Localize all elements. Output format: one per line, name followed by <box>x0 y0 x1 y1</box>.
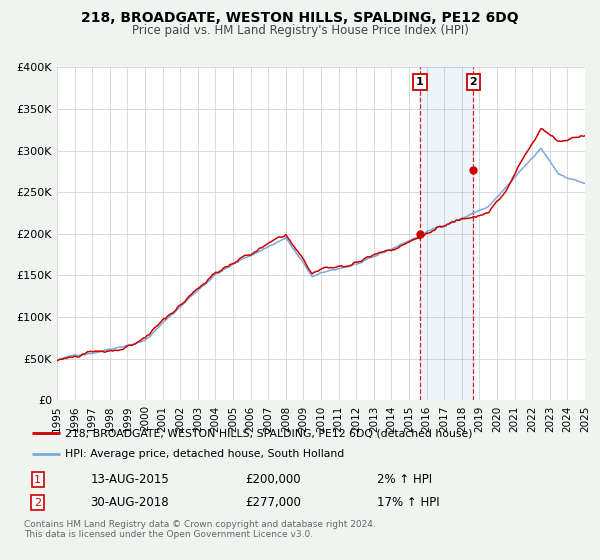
Text: 2: 2 <box>470 77 478 87</box>
Text: 13-AUG-2015: 13-AUG-2015 <box>90 473 169 486</box>
Text: This data is licensed under the Open Government Licence v3.0.: This data is licensed under the Open Gov… <box>24 530 313 539</box>
Text: £277,000: £277,000 <box>245 496 301 509</box>
Text: 218, BROADGATE, WESTON HILLS, SPALDING, PE12 6DQ: 218, BROADGATE, WESTON HILLS, SPALDING, … <box>81 11 519 25</box>
Text: 1: 1 <box>416 77 424 87</box>
Text: 17% ↑ HPI: 17% ↑ HPI <box>377 496 440 509</box>
Text: HPI: Average price, detached house, South Holland: HPI: Average price, detached house, Sout… <box>65 449 344 459</box>
Text: 2% ↑ HPI: 2% ↑ HPI <box>377 473 433 486</box>
Text: Price paid vs. HM Land Registry's House Price Index (HPI): Price paid vs. HM Land Registry's House … <box>131 24 469 36</box>
Text: £200,000: £200,000 <box>245 473 301 486</box>
Text: 218, BROADGATE, WESTON HILLS, SPALDING, PE12 6DQ (detached house): 218, BROADGATE, WESTON HILLS, SPALDING, … <box>65 428 473 438</box>
Text: 2: 2 <box>34 498 41 507</box>
Text: 1: 1 <box>34 475 41 484</box>
Bar <box>420 67 473 400</box>
Text: Contains HM Land Registry data © Crown copyright and database right 2024.: Contains HM Land Registry data © Crown c… <box>24 520 376 529</box>
Text: 30-AUG-2018: 30-AUG-2018 <box>90 496 169 509</box>
